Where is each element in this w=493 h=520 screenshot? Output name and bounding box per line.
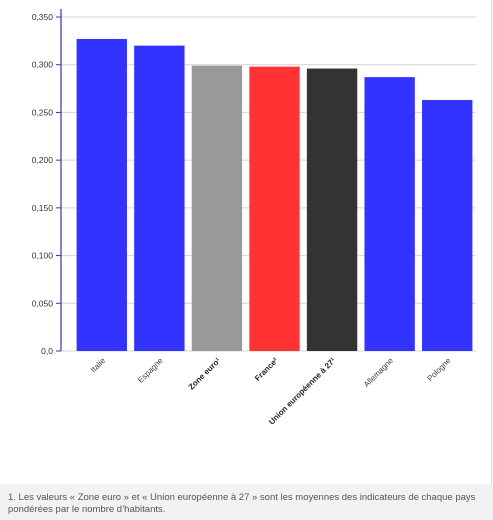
bar-chart: 0,0 0,050 0,100 0,150 0,200 0,250 0,300 0,350 I… (32, 9, 476, 427)
x-tick-label: France² (253, 356, 280, 383)
y-tick-label: 0,300 (32, 60, 54, 70)
y-tick-label: 0,250 (32, 107, 54, 117)
bar (364, 77, 415, 352)
y-tick-label: 0,050 (32, 298, 54, 308)
y-tick-label: 0,100 (32, 251, 54, 261)
bar (249, 66, 300, 351)
bar (134, 45, 185, 351)
x-tick-label: Union européenne à 27¹ (267, 356, 338, 427)
bars (76, 38, 473, 352)
x-tick-label: Allemagne (362, 356, 395, 389)
bar (76, 38, 127, 351)
x-tick-label: Zone euro¹ (187, 356, 223, 392)
x-tick-label: Espagne (136, 356, 165, 385)
bar (306, 68, 358, 351)
y-tick-label: 0,200 (32, 155, 54, 165)
y-axis-ticks: 0,0 0,050 0,100 0,150 0,200 0,250 0,300 0,350 (32, 12, 61, 356)
bar (191, 65, 243, 351)
bar (422, 100, 473, 351)
x-tick-label: Pologne (426, 356, 454, 384)
y-tick-label: 0,0 (41, 346, 53, 356)
chart-footnote: 1. Les valeurs « Zone euro » et « Union … (8, 492, 476, 515)
y-tick-label: 0,350 (32, 12, 54, 22)
chart-card: 0,0 0,050 0,100 0,150 0,200 0,250 0,300 0,350 I… (0, 0, 492, 484)
y-tick-label: 0,150 (32, 203, 54, 213)
x-tick-label: Italie (89, 356, 108, 375)
